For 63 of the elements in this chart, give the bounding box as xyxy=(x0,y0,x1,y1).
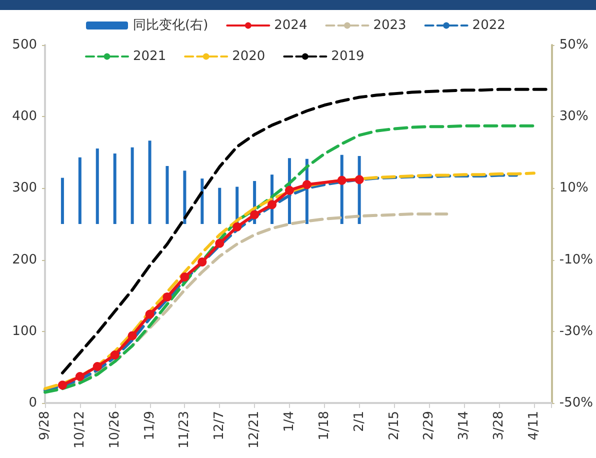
point xyxy=(302,180,312,190)
point xyxy=(75,372,84,382)
bar xyxy=(148,140,152,224)
x-tick-label: 10/26 xyxy=(107,411,122,448)
point xyxy=(162,292,172,302)
x-tick-label: 2/29 xyxy=(422,411,437,440)
point xyxy=(92,362,102,371)
y-tick-label: 400 xyxy=(12,109,37,124)
point xyxy=(180,272,190,282)
x-tick-label: 10/12 xyxy=(72,411,88,448)
x-tick-label: 4/11 xyxy=(526,411,542,440)
point xyxy=(198,257,207,266)
legend-label: 2020 xyxy=(232,49,266,64)
bar xyxy=(96,148,99,224)
x-tick-label: 1/4 xyxy=(282,411,297,432)
y2-tick-label: 10% xyxy=(559,180,588,196)
bar xyxy=(113,153,116,224)
point xyxy=(58,380,67,390)
x-tick-label: 2/1 xyxy=(352,411,367,432)
y-tick-label: 500 xyxy=(12,38,37,52)
point xyxy=(215,238,224,248)
point xyxy=(354,175,364,184)
y2-tick-label: -30% xyxy=(559,324,594,339)
point xyxy=(250,210,260,220)
y-tick-label: 100 xyxy=(12,324,37,339)
legend-label: 2021 xyxy=(133,49,166,64)
bar xyxy=(60,178,64,224)
legend-label: 2022 xyxy=(472,18,506,33)
point xyxy=(337,176,346,185)
legend-label: 2019 xyxy=(331,49,364,64)
line-series xyxy=(44,212,448,392)
y2-tick-label: 50% xyxy=(559,38,588,52)
point xyxy=(284,186,294,195)
x-tick-label: 11/9 xyxy=(142,411,158,440)
y-tick-label: 300 xyxy=(12,180,37,196)
point xyxy=(145,310,154,319)
y2-tick-label: 30% xyxy=(559,109,588,124)
y-tick-label: 0 xyxy=(28,396,37,410)
bar xyxy=(200,178,204,224)
x-tick-label: 1/18 xyxy=(316,411,332,440)
bar xyxy=(130,147,134,224)
y-tick-label: 200 xyxy=(12,252,37,268)
bar xyxy=(166,166,169,224)
legend-label: 2023 xyxy=(373,18,406,33)
y2-tick-label: -50% xyxy=(559,396,594,410)
x-tick-label: 9/28 xyxy=(38,411,52,440)
point xyxy=(232,222,242,232)
point xyxy=(110,350,120,360)
point xyxy=(128,331,137,340)
x-tick-label: 12/7 xyxy=(212,411,228,440)
legend-label: 同比变化(右) xyxy=(133,18,208,33)
x-tick-label: 3/28 xyxy=(492,411,507,440)
bar xyxy=(78,157,82,224)
x-tick-label: 11/23 xyxy=(177,411,192,448)
x-tick-label: 12/21 xyxy=(247,411,262,448)
bar xyxy=(218,188,222,224)
y2-tick-label: -10% xyxy=(559,252,594,268)
legend-label: 2024 xyxy=(274,18,308,33)
x-tick-label: 2/15 xyxy=(386,411,402,440)
bar xyxy=(183,170,186,224)
line-series xyxy=(44,124,536,394)
point xyxy=(268,200,277,210)
x-tick-label: 3/14 xyxy=(456,411,472,440)
